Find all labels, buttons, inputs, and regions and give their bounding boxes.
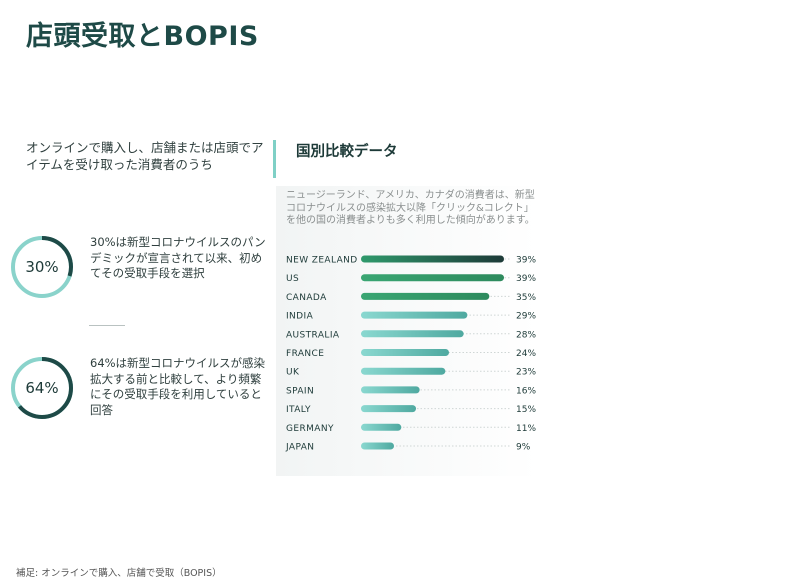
footnote: 補足: オンラインで購入、店舗で受取（BOPIS） <box>16 568 222 579</box>
page-title: 店頭受取とBOPIS <box>26 21 259 52</box>
bar <box>361 255 504 263</box>
category-label: GERMANY <box>286 424 334 434</box>
category-label: SPAIN <box>286 386 314 396</box>
category-label: ITALY <box>286 405 311 415</box>
category-label: CANADA <box>286 293 327 303</box>
bar <box>361 423 402 431</box>
bar <box>361 386 420 394</box>
bar <box>361 330 464 338</box>
progress-ring-2 <box>11 357 73 419</box>
bar <box>361 405 416 413</box>
bar <box>361 442 394 450</box>
value-label: 39% <box>516 274 536 284</box>
section-heading: 国別比較データ <box>296 144 398 160</box>
value-label: 39% <box>516 256 536 266</box>
stat-percent: 64% <box>25 379 59 397</box>
value-label: 16% <box>516 386 536 396</box>
intro-text: オンラインで購入し、店舗または店頭でアイテムを受け取った消費者のうち <box>26 140 264 172</box>
category-label: NEW ZEALAND <box>286 256 358 266</box>
category-label: FRANCE <box>286 349 324 359</box>
country-bar-chart: NEW ZEALAND 39% US 39% CANADA 35% INDIA 29% AUST… <box>285 255 536 453</box>
stat-description: 30%は新型コロナウイルスのパンデミックが宣言されて以来、初めてその受取手段を選… <box>90 235 266 280</box>
bar <box>361 367 446 375</box>
value-label: 35% <box>516 293 536 303</box>
category-label: UK <box>286 368 300 378</box>
section-accent-bar <box>273 140 276 178</box>
divider <box>89 325 125 326</box>
ring-fill <box>11 357 73 419</box>
value-label: 11% <box>516 424 536 434</box>
category-label: INDIA <box>286 312 314 322</box>
bar <box>361 349 449 356</box>
value-label: 9% <box>516 443 531 453</box>
bar <box>361 311 468 319</box>
ring-fill <box>11 236 73 298</box>
value-label: 24% <box>516 349 536 359</box>
value-label: 23% <box>516 368 536 378</box>
stat-block-2: 64% 64%は新型コロナウイルスが感染拡大する前と比較して、より頻繁にその受取… <box>10 356 270 420</box>
section-description: ニュージーランド、アメリカ、カナダの消費者は、新型コロナウイルスの感染拡大以降「… <box>286 190 535 226</box>
category-label: US <box>286 274 299 284</box>
category-label: JAPAN <box>285 443 314 453</box>
stat-description: 64%は新型コロナウイルスが感染拡大する前と比較して、より頻繁にその受取手段を利… <box>90 356 266 417</box>
value-label: 28% <box>516 330 536 340</box>
stat-percent: 30% <box>25 258 59 276</box>
bar <box>361 274 504 282</box>
bar <box>361 292 490 300</box>
value-label: 15% <box>516 405 536 415</box>
category-label: AUSTRALIA <box>286 330 340 340</box>
progress-ring-1 <box>11 236 73 298</box>
value-label: 29% <box>516 312 536 322</box>
stat-block-1: 30% 30%は新型コロナウイルスのパンデミックが宣言されて以来、初めてその受取… <box>10 235 270 299</box>
